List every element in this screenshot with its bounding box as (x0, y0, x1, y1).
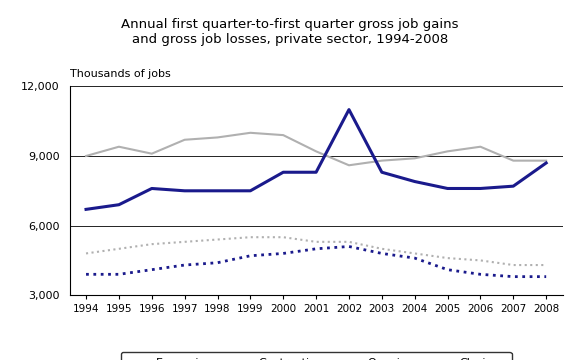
Expansions (378, 158, 385, 163)
Closings (378, 251, 385, 256)
Openings (181, 240, 188, 244)
Openings (82, 251, 89, 256)
Openings (378, 247, 385, 251)
Openings (444, 256, 451, 260)
Openings (477, 258, 484, 262)
Openings (280, 235, 287, 239)
Openings (115, 247, 122, 251)
Contractions (346, 107, 353, 112)
Closings (313, 247, 320, 251)
Closings (346, 244, 353, 249)
Contractions (444, 186, 451, 191)
Contractions (477, 186, 484, 191)
Text: Annual first quarter-to-first quarter gross job gains
and gross job losses, priv: Annual first quarter-to-first quarter gr… (121, 18, 459, 46)
Contractions (214, 189, 221, 193)
Openings (543, 263, 550, 267)
Closings (148, 267, 155, 272)
Closings (510, 274, 517, 279)
Closings (477, 272, 484, 276)
Contractions (313, 170, 320, 174)
Openings (510, 263, 517, 267)
Contractions (280, 170, 287, 174)
Closings (444, 267, 451, 272)
Closings (82, 272, 89, 276)
Closings (214, 261, 221, 265)
Contractions (510, 184, 517, 188)
Closings (181, 263, 188, 267)
Openings (346, 240, 353, 244)
Closings (543, 274, 550, 279)
Legend: Expansions, Contractions, Openings, Closings: Expansions, Contractions, Openings, Clos… (121, 352, 512, 360)
Openings (214, 237, 221, 242)
Closings (115, 272, 122, 276)
Contractions (115, 203, 122, 207)
Expansions (247, 131, 254, 135)
Openings (148, 242, 155, 246)
Expansions (148, 152, 155, 156)
Text: Thousands of jobs: Thousands of jobs (70, 69, 171, 79)
Expansions (181, 138, 188, 142)
Closings (411, 256, 418, 260)
Expansions (477, 145, 484, 149)
Expansions (411, 156, 418, 161)
Expansions (510, 158, 517, 163)
Contractions (543, 161, 550, 165)
Contractions (181, 189, 188, 193)
Openings (247, 235, 254, 239)
Expansions (214, 135, 221, 140)
Line: Contractions: Contractions (86, 109, 546, 210)
Closings (247, 253, 254, 258)
Expansions (444, 149, 451, 153)
Expansions (115, 145, 122, 149)
Line: Openings: Openings (86, 237, 546, 265)
Expansions (346, 163, 353, 167)
Contractions (378, 170, 385, 174)
Contractions (247, 189, 254, 193)
Contractions (411, 179, 418, 184)
Line: Closings: Closings (86, 247, 546, 276)
Openings (411, 251, 418, 256)
Contractions (148, 186, 155, 191)
Closings (280, 251, 287, 256)
Expansions (313, 149, 320, 153)
Expansions (543, 158, 550, 163)
Contractions (82, 207, 89, 212)
Expansions (280, 133, 287, 137)
Line: Expansions: Expansions (86, 133, 546, 165)
Expansions (82, 154, 89, 158)
Openings (313, 240, 320, 244)
